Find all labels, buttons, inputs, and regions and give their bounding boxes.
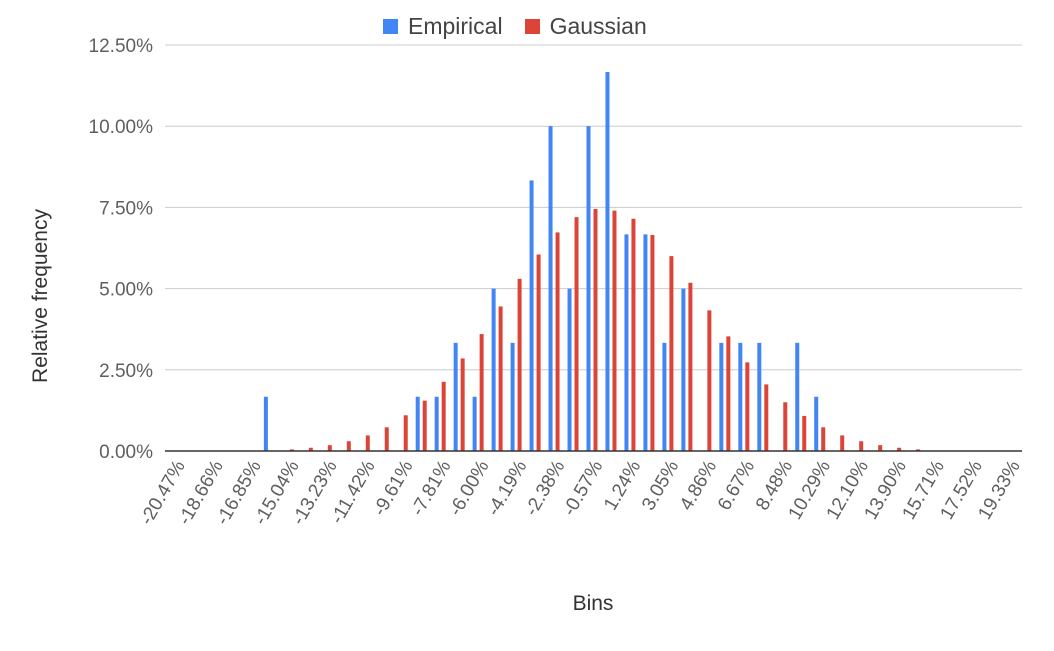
- legend: Empirical Gaussian: [383, 13, 669, 40]
- bar-gaussian[interactable]: [802, 415, 807, 451]
- legend-swatch-gaussian: [524, 19, 540, 34]
- bar-empirical[interactable]: [567, 288, 572, 451]
- bar-gaussian[interactable]: [631, 218, 636, 451]
- bar-empirical[interactable]: [491, 288, 496, 451]
- bar-empirical[interactable]: [453, 342, 458, 451]
- bars: [263, 71, 921, 452]
- y-tick-label: 0.00%: [99, 442, 153, 463]
- bar-gaussian[interactable]: [726, 336, 731, 451]
- bar-gaussian[interactable]: [593, 209, 598, 451]
- bar-gaussian[interactable]: [650, 235, 655, 451]
- bar-empirical[interactable]: [643, 234, 648, 451]
- bar-gaussian[interactable]: [574, 217, 579, 451]
- bar-gaussian[interactable]: [878, 445, 883, 451]
- bar-gaussian[interactable]: [498, 306, 503, 451]
- bar-gaussian[interactable]: [555, 232, 560, 451]
- bar-gaussian[interactable]: [707, 310, 712, 451]
- x-tick-label: 4.86%: [676, 457, 721, 514]
- bar-gaussian[interactable]: [669, 256, 674, 451]
- bar-gaussian[interactable]: [764, 384, 769, 451]
- bar-empirical[interactable]: [814, 396, 819, 451]
- bar-gaussian[interactable]: [897, 447, 902, 451]
- bar-gaussian[interactable]: [517, 278, 522, 451]
- bar-empirical[interactable]: [548, 126, 553, 451]
- bar-gaussian[interactable]: [821, 427, 826, 451]
- bar-gaussian[interactable]: [479, 334, 484, 451]
- bar-gaussian[interactable]: [384, 427, 389, 451]
- bar-gaussian[interactable]: [745, 362, 750, 451]
- y-tick-label: 2.50%: [99, 361, 153, 382]
- bar-gaussian[interactable]: [840, 435, 845, 451]
- y-axis-ticks: 0.00% 2.50% 5.00% 7.50% 10.00% 12.50%: [89, 36, 154, 463]
- bar-empirical[interactable]: [719, 342, 724, 451]
- legend-label-gaussian: Gaussian: [549, 13, 647, 39]
- x-tick-label: 6.67%: [714, 457, 759, 514]
- y-tick-label: 10.00%: [89, 117, 154, 138]
- x-tick-label: 3.05%: [638, 457, 683, 514]
- bar-empirical[interactable]: [681, 288, 686, 451]
- bar-empirical[interactable]: [434, 396, 439, 451]
- legend-swatch-empirical: [383, 19, 398, 34]
- bar-empirical[interactable]: [415, 396, 420, 451]
- y-axis-title: Relative frequency: [29, 209, 52, 383]
- bar-gaussian[interactable]: [346, 441, 351, 451]
- bar-empirical[interactable]: [624, 234, 629, 451]
- bar-gaussian[interactable]: [403, 415, 408, 451]
- bar-empirical[interactable]: [757, 342, 762, 451]
- y-tick-label: 5.00%: [99, 280, 153, 301]
- bar-gaussian[interactable]: [327, 445, 332, 451]
- bar-empirical[interactable]: [510, 342, 515, 451]
- bar-gaussian[interactable]: [859, 441, 864, 451]
- bar-gaussian[interactable]: [688, 282, 693, 451]
- x-axis-title: Bins: [573, 592, 614, 615]
- y-tick-label: 12.50%: [89, 36, 154, 57]
- legend-item-gaussian[interactable]: Gaussian: [524, 13, 647, 40]
- bar-gaussian[interactable]: [365, 435, 370, 451]
- y-tick-label: 7.50%: [99, 198, 153, 219]
- bar-gaussian[interactable]: [441, 381, 446, 451]
- bar-empirical[interactable]: [586, 126, 591, 451]
- bar-gaussian[interactable]: [916, 449, 921, 451]
- bar-empirical[interactable]: [529, 180, 534, 452]
- legend-label-empirical: Empirical: [408, 13, 503, 39]
- bar-gaussian[interactable]: [422, 400, 427, 451]
- bar-empirical[interactable]: [795, 342, 800, 451]
- bar-empirical[interactable]: [472, 396, 477, 451]
- bar-gaussian[interactable]: [460, 358, 465, 451]
- bar-empirical[interactable]: [605, 71, 610, 451]
- legend-item-empirical[interactable]: Empirical: [383, 13, 503, 40]
- bar-gaussian[interactable]: [536, 254, 541, 451]
- bar-gaussian[interactable]: [308, 447, 313, 451]
- x-tick-label: 1.24%: [600, 457, 645, 514]
- bar-gaussian[interactable]: [289, 449, 294, 451]
- bar-empirical[interactable]: [662, 342, 667, 451]
- bar-gaussian[interactable]: [783, 402, 788, 451]
- bar-gaussian[interactable]: [612, 210, 617, 451]
- x-axis-ticks: -20.47%-18.66%-16.85%-15.04%-13.23%-11.4…: [136, 457, 1025, 529]
- bar-empirical[interactable]: [738, 342, 743, 451]
- bar-empirical[interactable]: [263, 396, 268, 451]
